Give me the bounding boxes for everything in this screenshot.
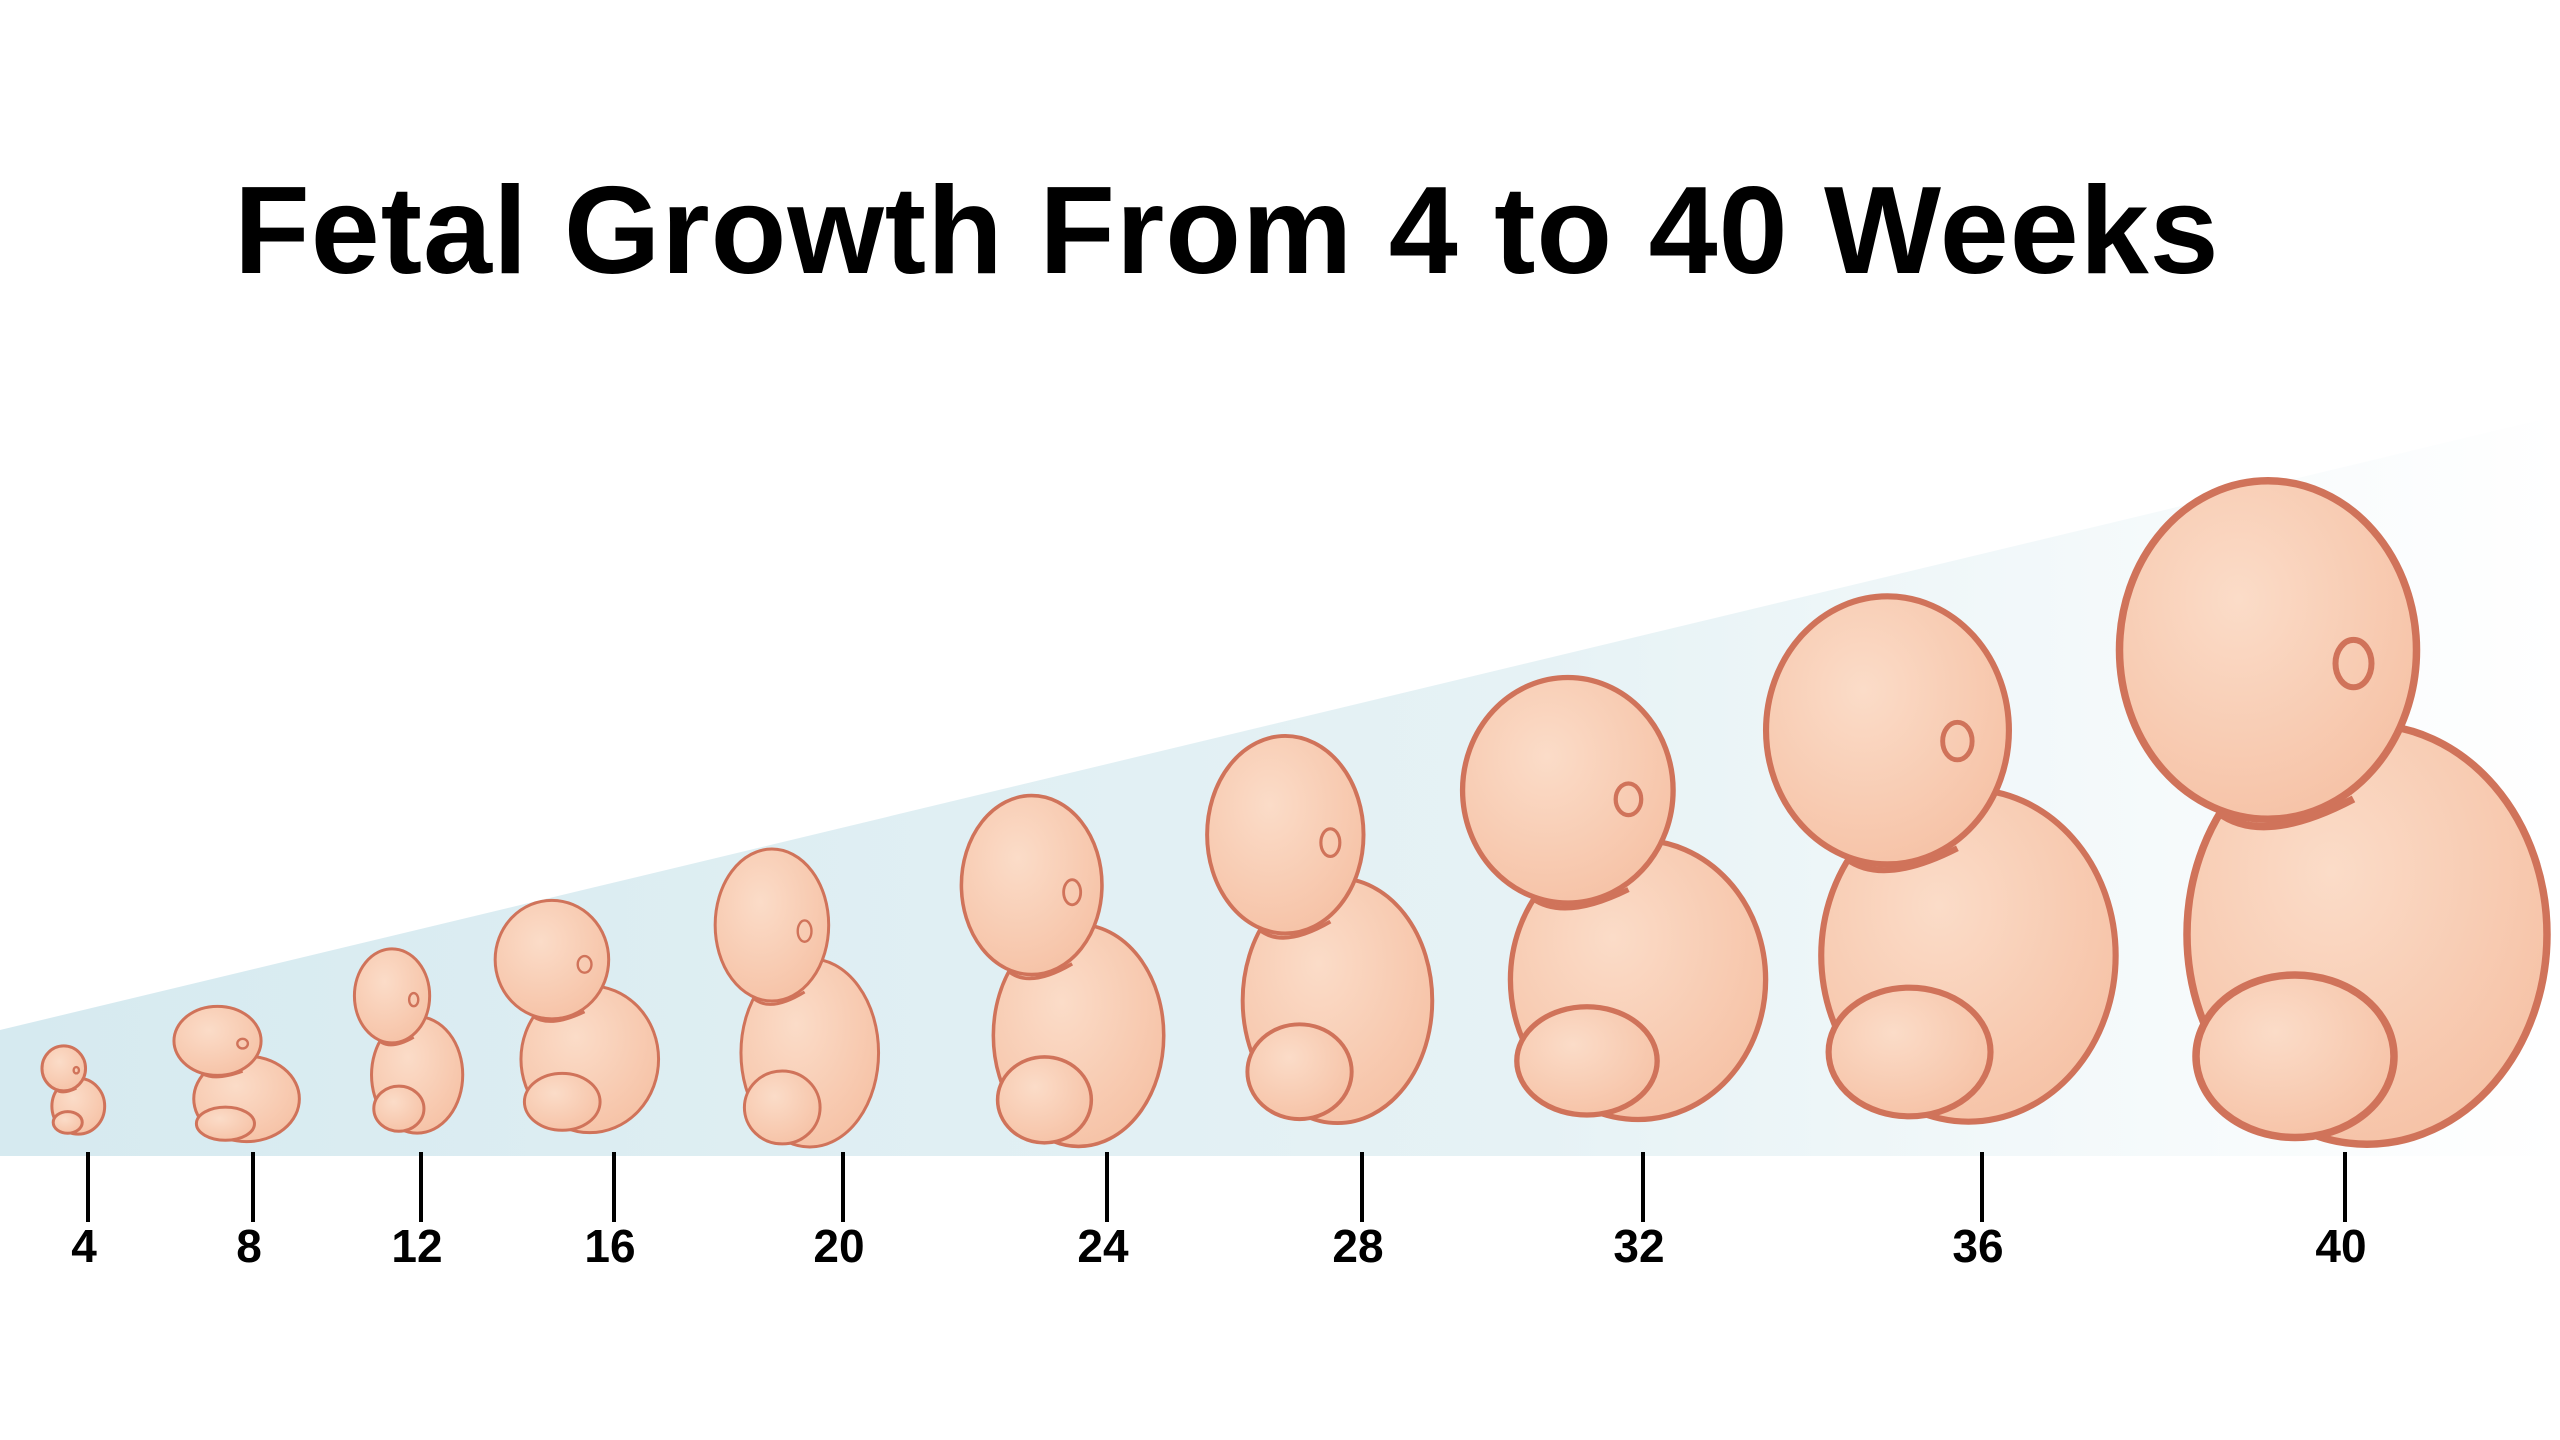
- fetus-ear: [1613, 781, 1644, 818]
- fetus-ear: [1940, 719, 1975, 763]
- fetus-legs: [1245, 1022, 1354, 1122]
- fetus-arm: [532, 1010, 586, 1023]
- week-label: 20: [813, 1220, 864, 1272]
- fetus-arm: [55, 1086, 77, 1094]
- fetus-arm: [2216, 795, 2356, 831]
- fetus-arm: [202, 1069, 244, 1079]
- week-label: 36: [1952, 1220, 2003, 1272]
- fetus-legs: [995, 1055, 1094, 1145]
- fetus-week-24: [959, 793, 1166, 1149]
- fetus-legs: [1825, 984, 1994, 1120]
- fetus-head: [352, 947, 432, 1045]
- week-label: 8: [236, 1220, 262, 1272]
- fetus-legs: [51, 1110, 84, 1135]
- fetus-week-36: [1762, 593, 2119, 1125]
- fetus-week-40: [2115, 477, 2551, 1148]
- fetus-arm: [752, 990, 806, 1006]
- fetus-head: [1459, 674, 1676, 906]
- fetus-arm: [1845, 845, 1959, 874]
- week-label: 40: [2315, 1220, 2366, 1272]
- fetus-week-16: [493, 898, 661, 1135]
- week-axis: 4 8 12 16 20 24 28 32 36 40: [71, 1152, 2367, 1272]
- fetus-ear: [72, 1065, 81, 1075]
- week-label: 16: [584, 1220, 635, 1272]
- fetus-ear: [236, 1037, 250, 1050]
- fetus-ear: [1062, 878, 1083, 907]
- fetus-week-32: [1459, 674, 1769, 1123]
- fetus-legs: [194, 1105, 256, 1142]
- fetus-ear: [2332, 636, 2375, 691]
- fetus-arm: [1257, 919, 1332, 940]
- fetus-legs: [742, 1069, 822, 1146]
- fetus-week-4: [40, 1044, 107, 1136]
- fetus-ear: [1319, 827, 1342, 859]
- fetus-arm: [1007, 962, 1074, 981]
- fetus-week-20: [713, 847, 881, 1149]
- fetus-arm: [1531, 887, 1630, 911]
- week-label: 4: [71, 1220, 97, 1272]
- fetus-group: [40, 477, 2551, 1149]
- fetus-week-8: [172, 1004, 301, 1144]
- fetus-legs: [522, 1071, 602, 1132]
- fetus-legs: [2192, 971, 2398, 1142]
- week-label: 24: [1077, 1220, 1129, 1272]
- fetus-week-28: [1205, 733, 1435, 1126]
- fetus-head: [713, 847, 831, 1003]
- fetus-arm: [378, 1035, 415, 1047]
- fetus-head: [959, 793, 1104, 977]
- fetus-head: [2115, 477, 2421, 824]
- week-label: 12: [391, 1220, 442, 1272]
- fetus-ear: [796, 919, 813, 943]
- fetus-week-12: [352, 947, 465, 1135]
- diagram-title: Fetal Growth From 4 to 40 Weeks: [234, 162, 2220, 300]
- fetus-head: [1205, 733, 1366, 936]
- fetus-head: [493, 898, 611, 1021]
- fetus-ear: [576, 954, 593, 974]
- fetus-legs: [1514, 1004, 1660, 1118]
- week-label: 32: [1613, 1220, 1664, 1272]
- fetus-head: [1762, 593, 2012, 868]
- week-label: 28: [1332, 1220, 1383, 1272]
- fetus-legs: [372, 1084, 426, 1133]
- fetus-ear: [407, 991, 420, 1008]
